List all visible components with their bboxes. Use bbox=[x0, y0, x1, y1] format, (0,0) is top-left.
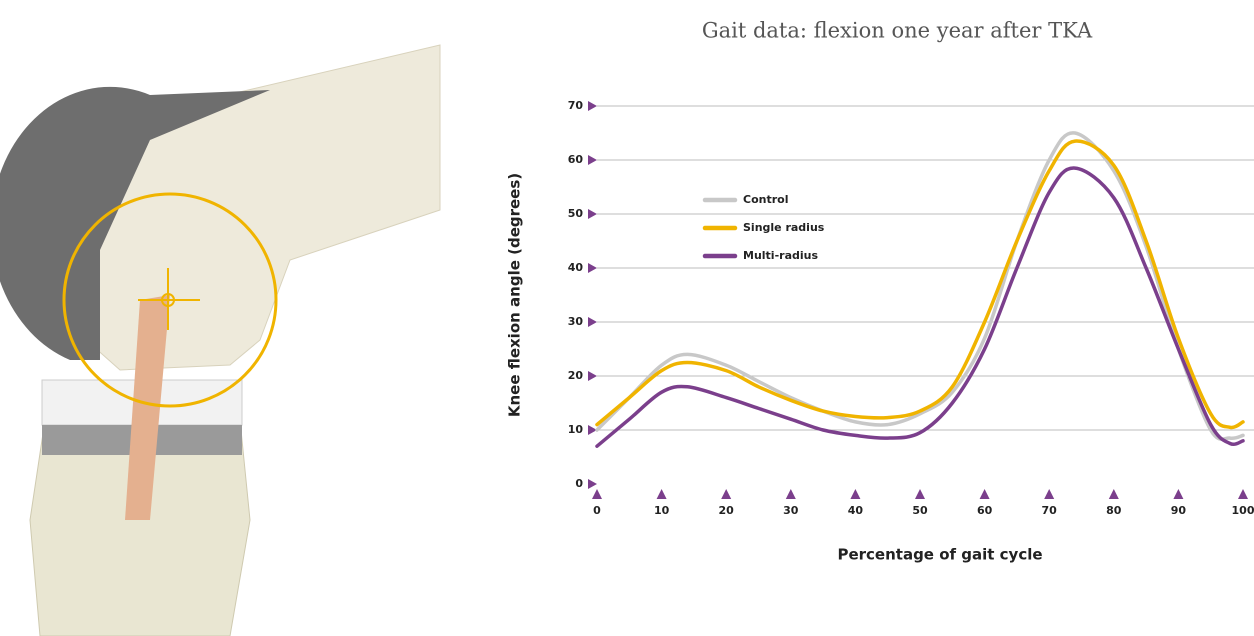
legend-label: Multi-radius bbox=[743, 249, 818, 262]
series-line bbox=[597, 168, 1243, 446]
y-tick-marker bbox=[588, 155, 597, 165]
y-tick-label: 40 bbox=[568, 261, 584, 274]
x-tick-label: 10 bbox=[654, 504, 670, 517]
x-tick-label: 100 bbox=[1232, 504, 1254, 517]
x-tick-label: 40 bbox=[848, 504, 864, 517]
x-tick-label: 80 bbox=[1106, 504, 1122, 517]
knee-illustration bbox=[0, 45, 440, 636]
x-tick-label: 70 bbox=[1042, 504, 1058, 517]
x-tick-label: 60 bbox=[977, 504, 993, 517]
x-axis-label: Percentage of gait cycle bbox=[837, 546, 1042, 564]
series-line bbox=[597, 141, 1243, 427]
x-tick-label: 20 bbox=[719, 504, 735, 517]
y-tick-label: 50 bbox=[568, 207, 584, 220]
legend-label: Control bbox=[743, 193, 788, 206]
y-tick-label: 60 bbox=[568, 153, 584, 166]
x-tick-marker bbox=[850, 489, 860, 499]
legend-label: Single radius bbox=[743, 221, 825, 234]
x-tick-label: 30 bbox=[783, 504, 799, 517]
chart-title: Gait data: flexion one year after TKA bbox=[702, 19, 1093, 43]
page: Gait data: flexion one year after TKA Pe… bbox=[0, 0, 1254, 636]
y-tick-marker bbox=[588, 371, 597, 381]
x-tick-marker bbox=[786, 489, 796, 499]
x-tick-label: 0 bbox=[593, 504, 601, 517]
y-tick-label: 10 bbox=[568, 423, 584, 436]
x-tick-marker bbox=[721, 489, 731, 499]
x-tick-marker bbox=[1109, 489, 1119, 499]
y-tick-marker bbox=[588, 317, 597, 327]
y-tick-marker bbox=[588, 479, 597, 489]
y-tick-marker bbox=[588, 101, 597, 111]
series-line bbox=[597, 133, 1243, 439]
x-tick-marker bbox=[592, 489, 602, 499]
x-tick-label: 90 bbox=[1171, 504, 1187, 517]
x-tick-marker bbox=[1044, 489, 1054, 499]
y-tick-label: 30 bbox=[568, 315, 584, 328]
x-tick-marker bbox=[1173, 489, 1183, 499]
y-tick-marker bbox=[588, 263, 597, 273]
x-tick-marker bbox=[980, 489, 990, 499]
x-tick-marker bbox=[657, 489, 667, 499]
y-axis-label: Knee flexion angle (degrees) bbox=[506, 173, 524, 417]
y-tick-label: 70 bbox=[568, 99, 584, 112]
y-tick-label: 0 bbox=[575, 477, 583, 490]
x-tick-label: 50 bbox=[912, 504, 928, 517]
y-tick-label: 20 bbox=[568, 369, 584, 382]
y-tick-marker bbox=[588, 209, 597, 219]
x-tick-marker bbox=[1238, 489, 1248, 499]
x-tick-marker bbox=[915, 489, 925, 499]
